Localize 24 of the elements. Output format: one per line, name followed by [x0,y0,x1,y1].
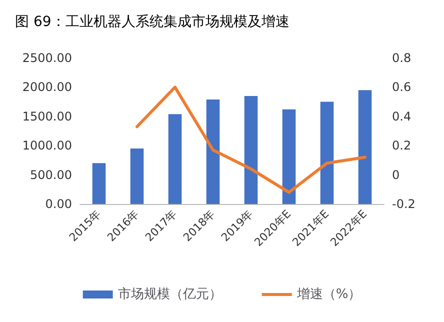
legend-label: 增速（%） [296,287,362,302]
y-tick-label: 2500.00 [22,51,72,65]
line-series [136,86,366,194]
y-tick-label: 1500.00 [22,109,72,124]
y2-tick-label: 0 [392,168,400,182]
bar [358,90,372,204]
chart-title: 图 69：工业机器人系统集成市场规模及增速 [15,14,290,30]
y-tick-label: 1000.00 [22,138,72,153]
bar [244,96,258,204]
bar [168,114,182,204]
legend-label: 市场规模（亿元） [118,287,222,302]
y-tick-label: 0.00 [45,197,72,211]
bar [92,163,106,204]
y2-tick-label: 0.4 [392,109,412,124]
y2-tick-label: 0.6 [392,80,412,94]
y2-tick-label: -0.2 [392,197,416,211]
y-tick-label: 2000.00 [22,80,72,94]
y2-tick-label: 0.2 [392,138,412,153]
bar [282,109,296,204]
bar [130,148,144,204]
bar [320,102,334,204]
y2-tick-label: 0.8 [392,51,412,65]
bar [206,99,220,204]
y-tick-label: 500.00 [30,168,72,182]
